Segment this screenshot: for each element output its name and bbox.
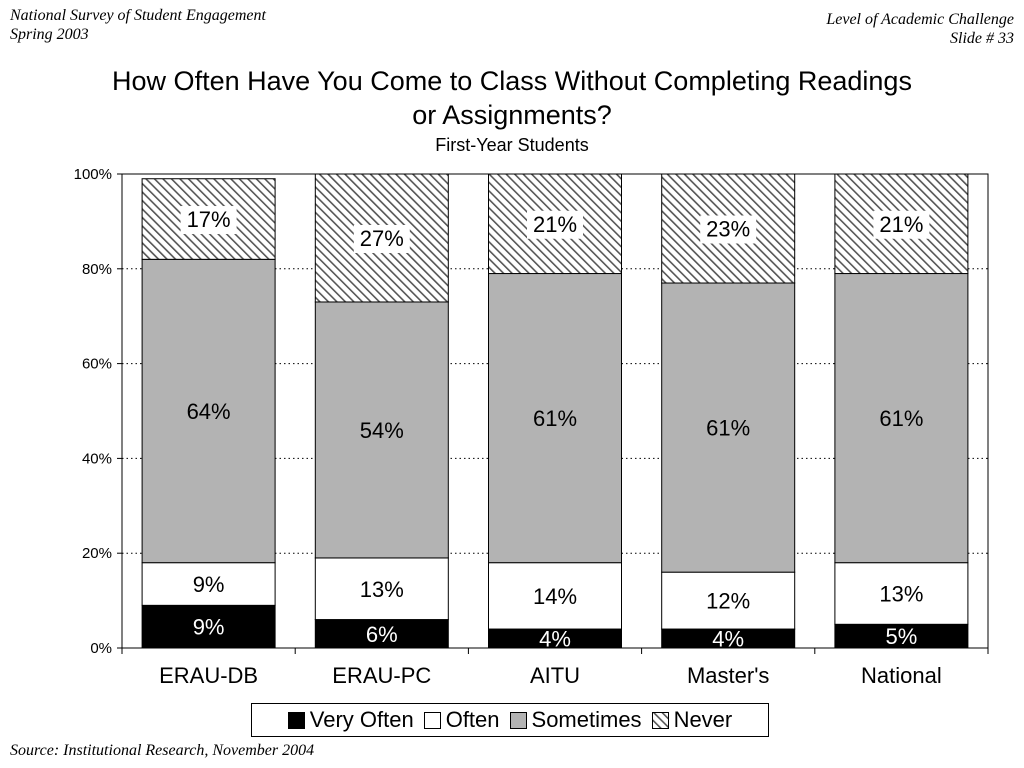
y-tick-label: 0% (90, 640, 112, 657)
bars: 9% 9% 64% 17% 6% 13% 54% 27% 4% 14% 61% 21% 4% 12% 61%… (141, 173, 969, 652)
survey-name: National Survey of Student Engagement (10, 7, 266, 24)
data-label-sometimes: 61% (533, 406, 577, 431)
legend-swatch-often (423, 711, 441, 729)
legend-swatch-never (651, 711, 669, 729)
data-label-never: 27% (360, 226, 404, 251)
x-tick-label: Master's (687, 663, 769, 688)
bar-segment-sometimes (141, 258, 276, 564)
chart-subtitle: First-Year Students (435, 135, 589, 155)
bar-segment-very-often (141, 604, 276, 649)
data-label-very-often: 5% (886, 624, 918, 649)
data-label-sometimes: 61% (706, 416, 750, 441)
data-label-background (700, 215, 757, 244)
legend-label-very-often: Very Often (309, 707, 414, 732)
bar-segment-often (314, 557, 449, 621)
data-label-very-often: 9% (193, 615, 225, 640)
data-label-often: 13% (879, 581, 923, 606)
data-label-very-often: 4% (712, 627, 744, 652)
data-label-sometimes: 64% (187, 399, 231, 424)
bar-segment-sometimes (488, 273, 622, 564)
y-tick-label: 20% (82, 545, 112, 562)
y-tick-label: 80% (82, 261, 112, 278)
x-tick-label: National (861, 663, 942, 688)
data-label-background (180, 206, 237, 235)
legend-label-often: Often (445, 707, 500, 732)
legend-item-sometimes: Sometimes (509, 707, 642, 733)
data-label-very-often: 4% (539, 627, 571, 652)
bar-segment-sometimes (834, 273, 969, 564)
bar-segment-often (661, 571, 796, 630)
plot-frame (121, 173, 989, 649)
y-tick-label: 60% (82, 356, 112, 373)
axes: 0% 20% 40% 60% 80% 100% ERAU-DB ERAU-PC AITU Mast… (74, 166, 989, 688)
survey-date: Spring 2003 (10, 26, 89, 43)
chart-title: How Often Have You Come to Class Without… (0, 64, 1024, 132)
slide-number: Slide # 33 (950, 30, 1014, 47)
source-note: Source: Institutional Research, November… (10, 742, 315, 759)
header-right: Level of Academic Challenge Slide # 33 (826, 10, 1014, 48)
x-tick-label: AITU (530, 663, 580, 688)
bar-segment-very-often (314, 619, 449, 649)
bar-segment-often (834, 562, 969, 625)
bar-segment-sometimes (314, 301, 449, 559)
data-label-often: 13% (360, 577, 404, 602)
data-label-never: 21% (533, 212, 577, 237)
data-label-background (527, 210, 583, 239)
legend-swatch-very-often (287, 711, 305, 729)
bar-segment-often (141, 562, 276, 606)
data-label-often: 9% (193, 572, 225, 597)
bar-segment-sometimes (661, 282, 796, 573)
data-label-never: 21% (879, 212, 923, 237)
header-left: National Survey of Student Engagement Sp… (10, 6, 266, 44)
x-tick-label: ERAU-PC (332, 663, 431, 688)
data-label-background (873, 210, 930, 239)
y-tick-label: 100% (74, 166, 112, 183)
legend-label-never: Never (673, 707, 733, 732)
data-label-often: 14% (533, 584, 577, 609)
chart-legend: Very Often Often Sometimes Never (251, 703, 769, 737)
data-label-often: 12% (706, 589, 750, 614)
y-tick-label: 40% (82, 450, 112, 467)
chart-title-text: How Often Have You Come to Class Without… (112, 66, 912, 130)
stacked-bar-chart: 9% 9% 64% 17% 6% 13% 54% 27% 4% 14% 61% 21% 4% 12% 61%… (74, 166, 989, 688)
data-label-never: 17% (187, 207, 231, 232)
section-name: Level of Academic Challenge (826, 11, 1014, 28)
legend-item-never: Never (651, 707, 733, 733)
data-label-background (353, 224, 410, 253)
data-label-sometimes: 61% (879, 406, 923, 431)
legend-label-sometimes: Sometimes (531, 707, 642, 732)
legend-swatch-sometimes (509, 711, 527, 729)
data-label-never: 23% (706, 217, 750, 242)
x-tick-label: ERAU-DB (159, 663, 258, 688)
bar-segment-often (488, 562, 622, 630)
legend-item-very-often: Very Often (287, 707, 414, 733)
legend-item-often: Often (423, 707, 500, 733)
chart-title-block: How Often Have You Come to Class Without… (0, 64, 1024, 156)
data-label-sometimes: 54% (360, 418, 404, 443)
data-label-very-often: 6% (366, 622, 398, 647)
